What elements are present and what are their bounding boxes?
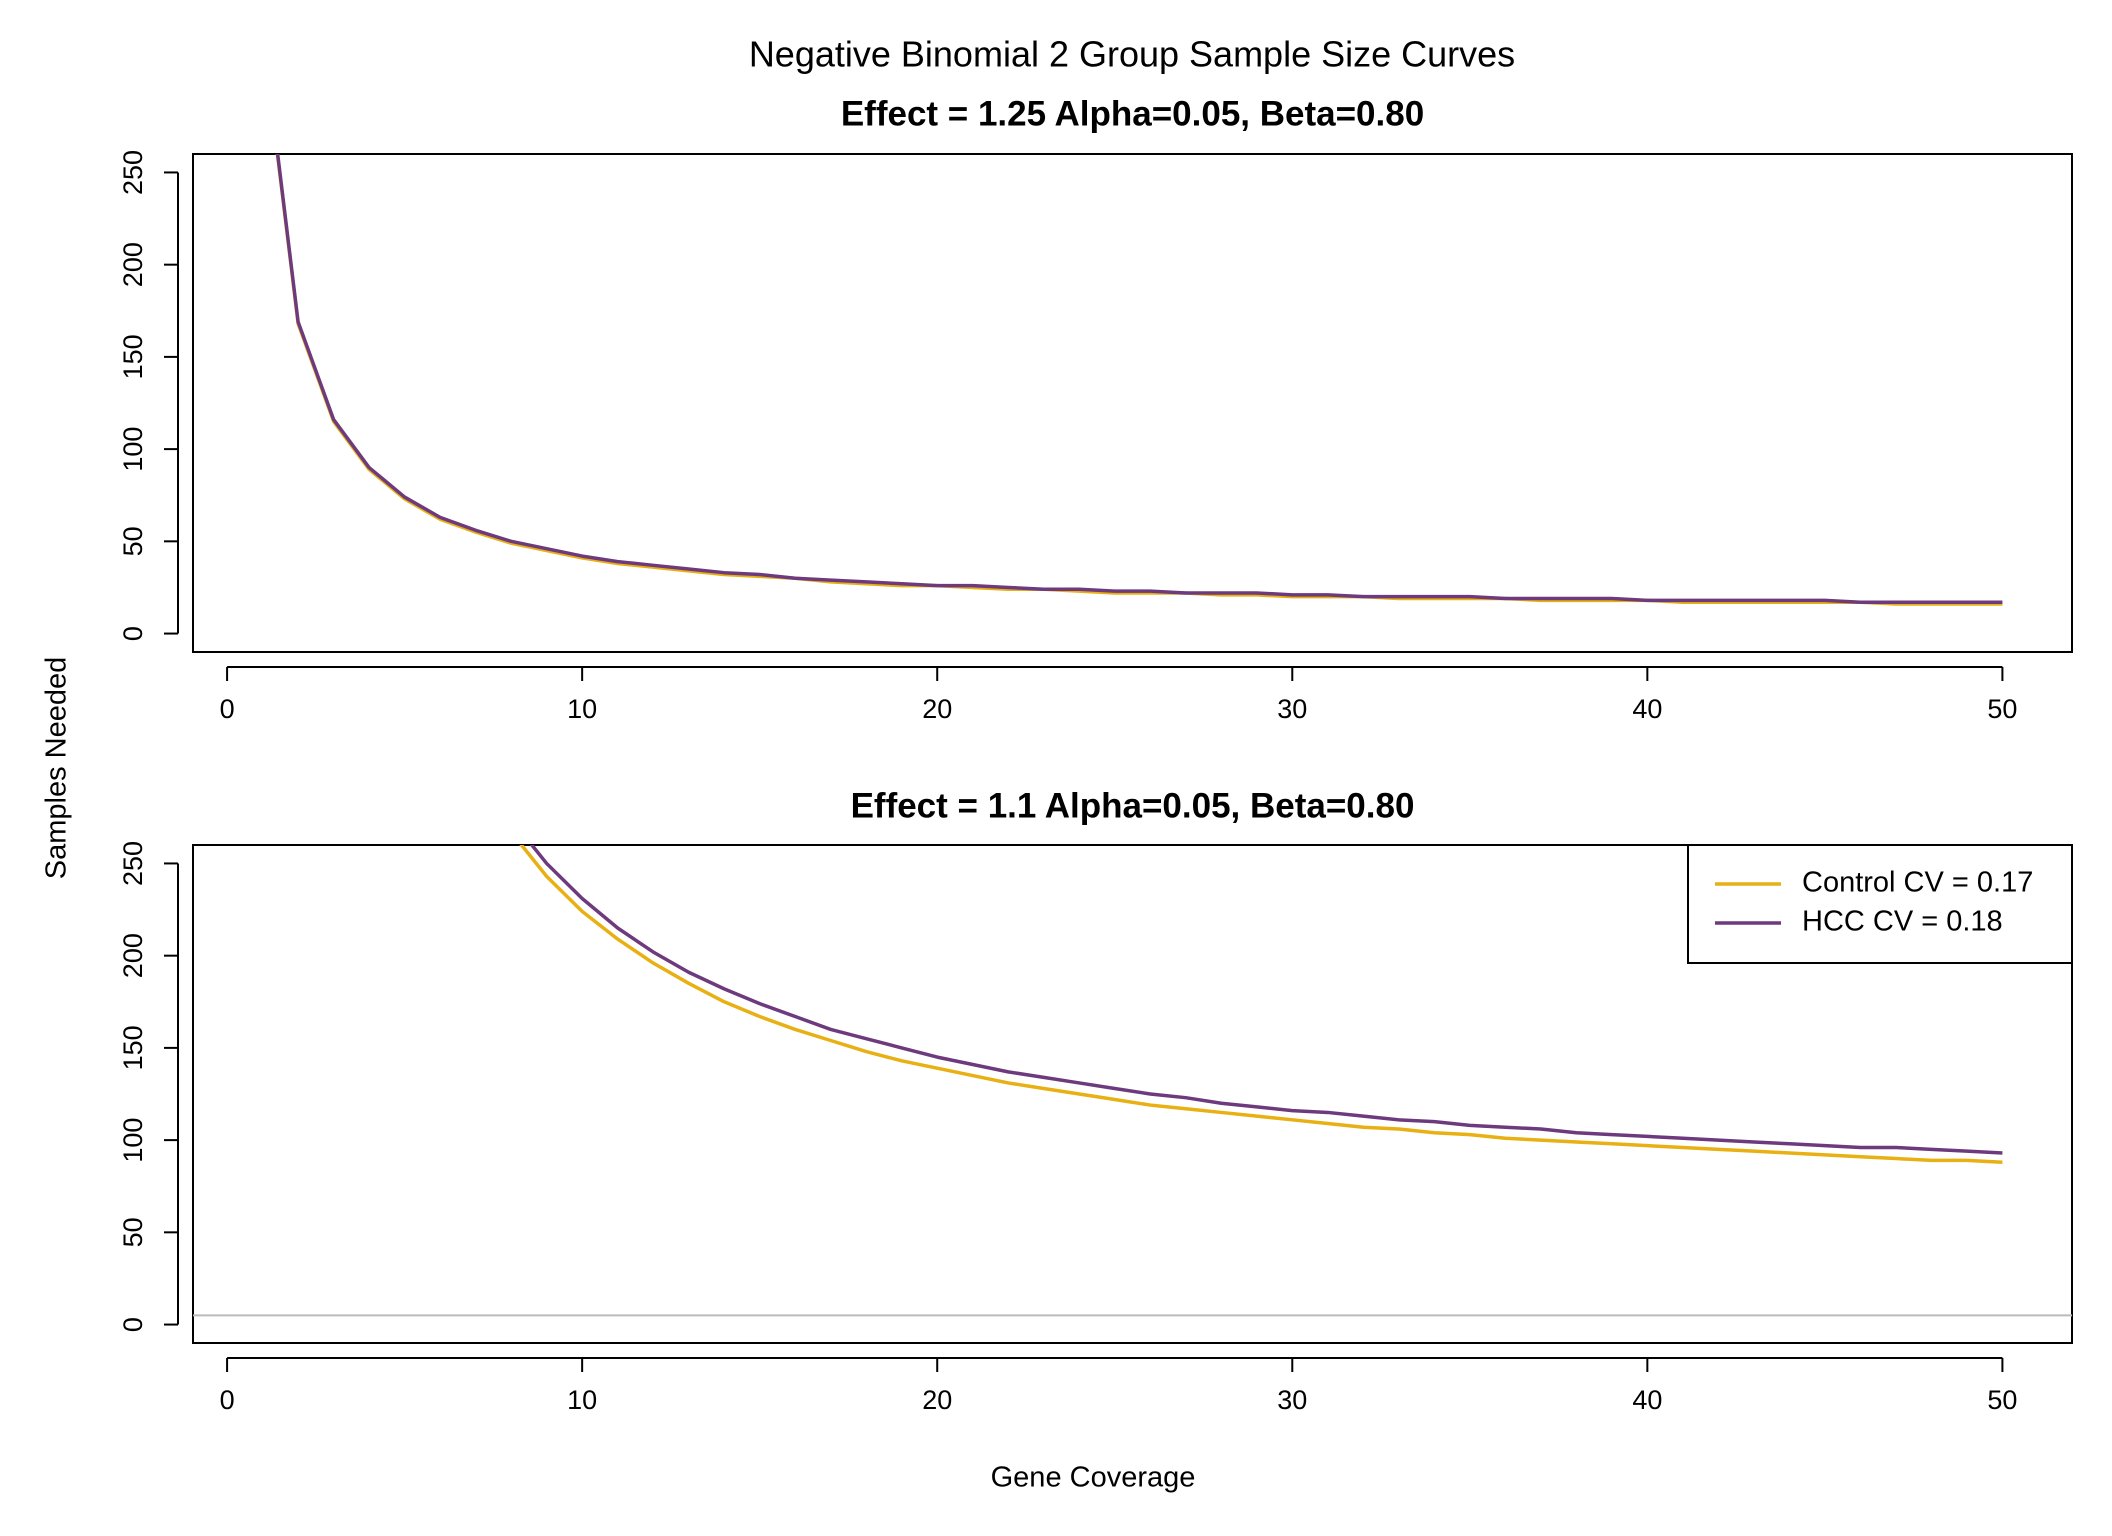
x-axis-label: Gene Coverage — [991, 1462, 1196, 1494]
x-tick-label: 20 — [922, 1385, 952, 1415]
y-axis-label: Samples Needed — [41, 657, 73, 879]
y-tick-label: 200 — [118, 242, 148, 287]
y-tick-label: 200 — [118, 933, 148, 978]
y-tick-label: 50 — [118, 526, 148, 556]
y-tick-label: 100 — [118, 427, 148, 472]
y-tick-label: 50 — [118, 1217, 148, 1247]
main-title: Negative Binomial 2 Group Sample Size Cu… — [749, 34, 1515, 75]
x-tick-label: 10 — [567, 694, 597, 724]
x-tick-label: 50 — [1987, 694, 2017, 724]
legend-box — [1687, 844, 2073, 964]
x-tick-label: 0 — [220, 1385, 235, 1415]
y-tick-label: 0 — [118, 626, 148, 641]
legend-label: HCC CV = 0.18 — [1802, 906, 2003, 938]
plot-frame — [192, 844, 2073, 1344]
x-tick-label: 40 — [1632, 1385, 1662, 1415]
x-tick-label: 30 — [1277, 694, 1307, 724]
x-tick-label: 0 — [220, 694, 235, 724]
plot-area — [193, 845, 2072, 1317]
x-tick-label: 40 — [1632, 694, 1662, 724]
series-line — [275, 154, 2003, 606]
subplot-title: Effect = 1.1 Alpha=0.05, Beta=0.80 — [851, 786, 1415, 825]
y-tick-label: 250 — [118, 150, 148, 195]
y-tick-label: 0 — [118, 1317, 148, 1332]
subplot-title: Effect = 1.25 Alpha=0.05, Beta=0.80 — [841, 94, 1424, 133]
y-tick-label: 150 — [118, 334, 148, 379]
plot-area — [275, 154, 2003, 606]
x-tick-label: 10 — [567, 1385, 597, 1415]
x-tick-label: 30 — [1277, 1385, 1307, 1415]
x-tick-label: 20 — [922, 694, 952, 724]
series-line — [529, 845, 2003, 1155]
y-tick-label: 100 — [118, 1118, 148, 1163]
y-tick-label: 250 — [118, 841, 148, 886]
plot-frame — [192, 153, 2073, 653]
legend-label: Control CV = 0.17 — [1802, 867, 2033, 899]
series-line — [519, 845, 2003, 1164]
series-line — [275, 154, 2003, 604]
x-tick-label: 50 — [1987, 1385, 2017, 1415]
y-tick-label: 150 — [118, 1025, 148, 1070]
